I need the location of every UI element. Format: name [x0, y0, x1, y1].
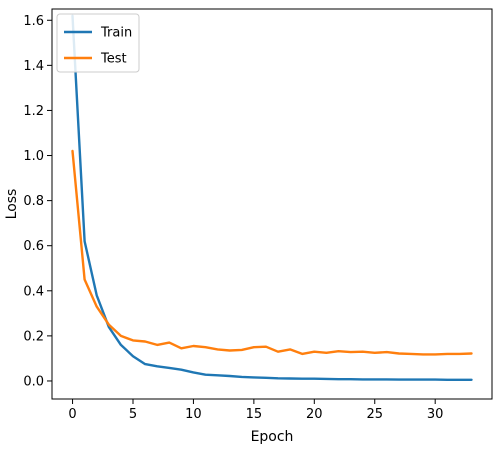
series-layer — [71, 14, 473, 381]
legend: Train Test — [56, 13, 140, 73]
series-line-test — [71, 149, 473, 356]
y-tick-label: 1.6 — [23, 14, 44, 29]
x-tick-label: 10 — [185, 407, 202, 422]
y-tick-label: 0.4 — [23, 284, 44, 299]
legend-box — [56, 13, 140, 73]
legend-label-train: Train — [100, 26, 132, 41]
x-tick-label: 15 — [246, 407, 263, 422]
y-axis-title: Loss — [4, 189, 20, 220]
y-tick-label: 0.0 — [23, 374, 44, 389]
y-tick-label: 1.0 — [23, 149, 44, 164]
y-axis-ticks: 0.0 0.2 0.4 0.6 0.8 1.0 1.2 1.4 1.6 — [23, 14, 52, 389]
x-axis-title: Epoch — [251, 429, 294, 445]
x-tick-label: 0 — [68, 407, 76, 422]
x-tick-label: 5 — [129, 407, 137, 422]
x-tick-label: 20 — [306, 407, 323, 422]
x-axis-ticks: 0 5 10 15 20 25 30 — [68, 399, 443, 422]
y-tick-label: 1.2 — [23, 104, 44, 119]
legend-label-test: Test — [100, 52, 127, 67]
x-tick-label: 25 — [366, 407, 383, 422]
y-tick-label: 0.8 — [23, 194, 44, 209]
y-tick-label: 0.2 — [23, 329, 44, 344]
series-line-train — [71, 14, 473, 381]
x-tick-label: 30 — [427, 407, 444, 422]
y-tick-label: 0.6 — [23, 239, 44, 254]
y-tick-label: 1.4 — [23, 59, 44, 74]
plot-area — [51, 8, 493, 400]
